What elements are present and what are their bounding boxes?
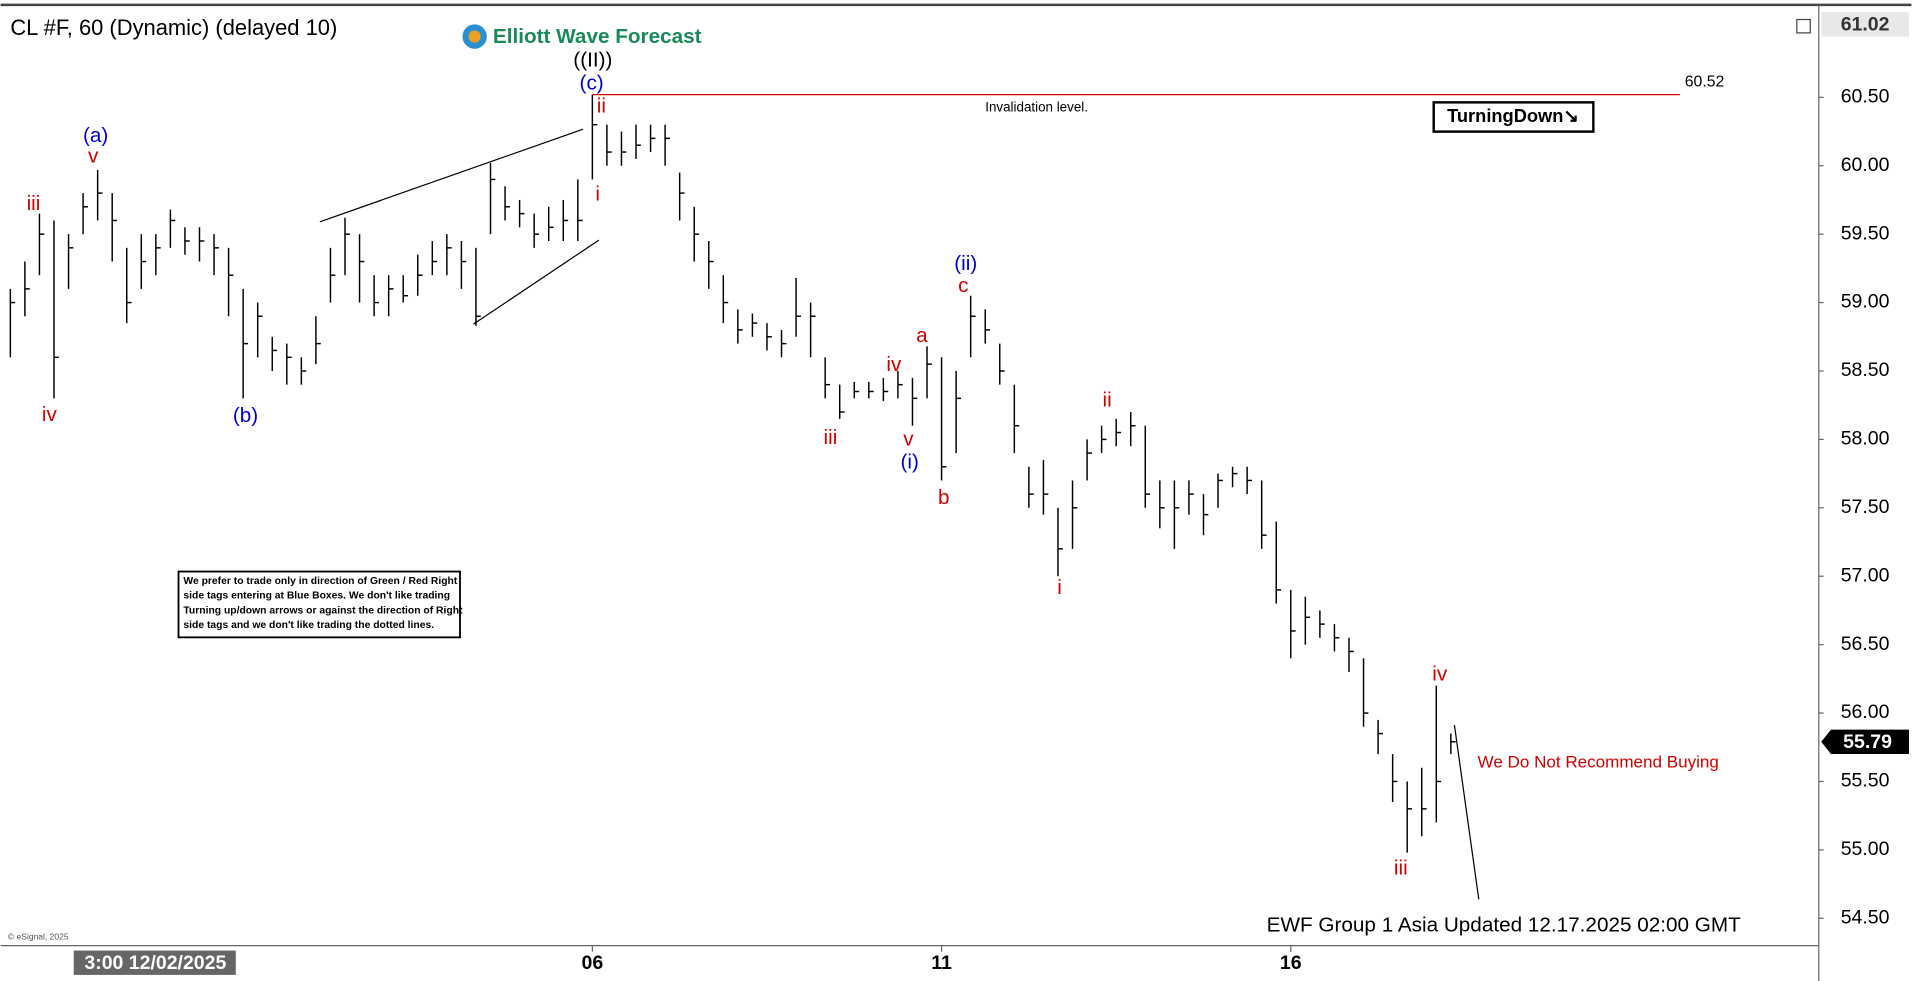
wedge-upper xyxy=(319,128,584,223)
wave-label: (b) xyxy=(233,404,258,427)
disclaimer-line: We prefer to trade only in direction of … xyxy=(183,576,458,587)
x-tick-label: 06 xyxy=(582,952,604,974)
wave-label: ii xyxy=(1103,388,1112,411)
invalidation-text: Invalidation level. xyxy=(985,100,1088,115)
x-cursor-box xyxy=(73,950,236,975)
wave-label: ii xyxy=(597,95,606,118)
y-tick-label: 59.00 xyxy=(1841,291,1890,313)
y-tick-label: 58.50 xyxy=(1841,359,1890,381)
disclaimer-box xyxy=(177,570,461,639)
projection-line xyxy=(1453,725,1480,900)
y-tick-label: 56.50 xyxy=(1841,633,1890,655)
wave-label: iv xyxy=(1432,663,1448,686)
x-tick-label: 16 xyxy=(1280,952,1302,974)
invalidation-value: 60.52 xyxy=(1685,74,1725,91)
advice: We Do Not Recommend Buying xyxy=(1478,752,1719,771)
disclaimer-line: Turning up/down arrows or against the di… xyxy=(183,605,463,616)
wave-label: ((II)) xyxy=(573,48,612,71)
wave-label: v xyxy=(903,427,914,450)
y-tick-label: 54.50 xyxy=(1841,906,1890,928)
price-bars xyxy=(9,94,1456,853)
last-price-pointer xyxy=(1821,729,1909,754)
footer: EWF Group 1 Asia Updated 12.17.2025 02:0… xyxy=(1267,914,1741,937)
y-tick-label: 55.00 xyxy=(1841,838,1890,860)
top-price: 61.02 xyxy=(1841,14,1890,36)
top-price-box xyxy=(1821,12,1909,37)
disclaimer-line: side tags entering at Blue Boxes. We don… xyxy=(183,591,450,602)
window-icon[interactable] xyxy=(1796,18,1811,34)
wave-label: i xyxy=(595,182,600,205)
turning-down-tag: TurningDown↘ xyxy=(1447,105,1579,126)
y-tick-label: 59.50 xyxy=(1841,222,1890,244)
wave-label: (i) xyxy=(900,451,918,474)
y-tick-label: 55.50 xyxy=(1841,770,1890,792)
wave-label: i xyxy=(1057,576,1062,599)
wave-label: (ii) xyxy=(954,252,977,275)
wave-label: iii xyxy=(824,426,838,449)
y-tick-label: 58.00 xyxy=(1841,428,1890,450)
disclaimer-line: side tags and we don't like trading the … xyxy=(183,620,434,631)
wave-label: (a) xyxy=(83,124,108,147)
wave-label: iv xyxy=(42,403,58,426)
wave-label: v xyxy=(88,145,99,168)
wedge-lower xyxy=(473,239,600,325)
logo: Elliott Wave Forecast xyxy=(462,24,702,49)
x-tick-label: 3:00 12/02/2025 xyxy=(84,952,226,974)
y-tick-label: 57.00 xyxy=(1841,564,1890,586)
y-tick-label: 56.00 xyxy=(1841,701,1890,723)
copyright: © eSignal, 2025 xyxy=(8,931,69,941)
wave-label: a xyxy=(916,324,928,347)
y-tick-label: 60.50 xyxy=(1841,85,1890,107)
wave-label: (c) xyxy=(580,72,604,95)
wave-label: iv xyxy=(886,353,902,376)
y-tick-label: 57.50 xyxy=(1841,496,1890,518)
wave-label: iii xyxy=(1394,856,1408,879)
wave-label: b xyxy=(938,486,950,509)
wave-label: iii xyxy=(27,192,41,215)
wave-label: c xyxy=(958,274,968,297)
brand: Elliott Wave Forecast xyxy=(493,25,702,48)
last-price: 55.79 xyxy=(1843,731,1892,753)
x-tick-label: 11 xyxy=(931,952,952,974)
y-tick-label: 60.00 xyxy=(1841,154,1890,176)
logo-icon-core xyxy=(468,30,481,43)
wedge-lines xyxy=(319,128,1480,900)
chart-title: CL #F, 60 (Dynamic) (delayed 10) xyxy=(10,15,337,40)
tag-box xyxy=(1432,101,1595,133)
